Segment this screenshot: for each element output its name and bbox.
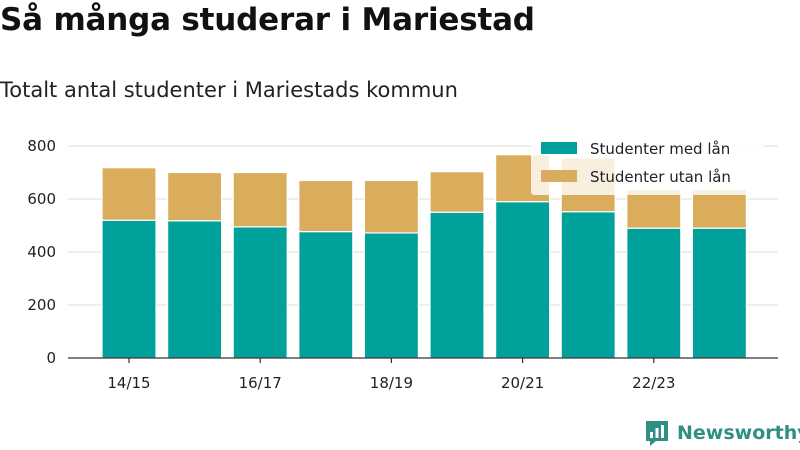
bar-med-lan <box>298 230 354 359</box>
bar-utan-lan <box>167 171 223 222</box>
brand-logo: Newsworthy <box>644 418 800 448</box>
legend-swatch <box>541 142 577 154</box>
bar-med-lan <box>167 220 223 359</box>
bar-utan-lan <box>626 189 682 229</box>
bar-med-lan <box>429 211 485 359</box>
legend: Studenter med lån Studenter utan lån <box>531 139 764 195</box>
x-tick-label: 16/17 <box>239 374 282 392</box>
chart-title: Så många studerar i Mariestad <box>0 2 535 38</box>
newsworthy-logo-icon <box>646 421 668 446</box>
bar-med-lan <box>560 211 616 359</box>
bar-utan-lan <box>232 171 288 228</box>
legend-background <box>531 139 764 195</box>
stacked-bar-chart: 0 200 400 600 800 14/15 16/17 18/19 20/21 22/23 S… <box>27 137 778 392</box>
y-tick-label: 600 <box>27 190 56 208</box>
bar-utan-lan <box>298 179 354 233</box>
legend-label: Studenter med lån <box>590 140 730 158</box>
y-tick-label: 400 <box>27 243 56 261</box>
x-tick-label: 20/21 <box>501 374 544 392</box>
y-tick-label: 200 <box>27 296 56 314</box>
bar-med-lan <box>626 227 682 359</box>
bar-utan-lan <box>363 179 419 234</box>
bar-med-lan <box>232 226 288 359</box>
axes: 0 200 400 600 800 14/15 16/17 18/19 20/21 22/23 <box>27 137 778 392</box>
bar-med-lan <box>495 201 551 359</box>
bar-med-lan <box>101 219 157 359</box>
bar-utan-lan <box>691 189 748 229</box>
x-tick-label: 18/19 <box>370 374 413 392</box>
bar-med-lan <box>363 232 419 359</box>
chart-subtitle: Totalt antal studenter i Mariestads komm… <box>0 78 458 102</box>
bar-med-lan <box>691 227 748 359</box>
brand-name: Newsworthy <box>677 422 800 444</box>
bar-utan-lan <box>429 171 485 213</box>
x-tick-label: 22/23 <box>632 374 675 392</box>
legend-label: Studenter utan lån <box>590 168 731 186</box>
bar-utan-lan <box>101 167 157 221</box>
x-tick-label: 14/15 <box>107 374 150 392</box>
y-tick-label: 0 <box>46 349 56 367</box>
y-tick-label: 800 <box>27 137 56 155</box>
legend-swatch <box>541 170 577 182</box>
